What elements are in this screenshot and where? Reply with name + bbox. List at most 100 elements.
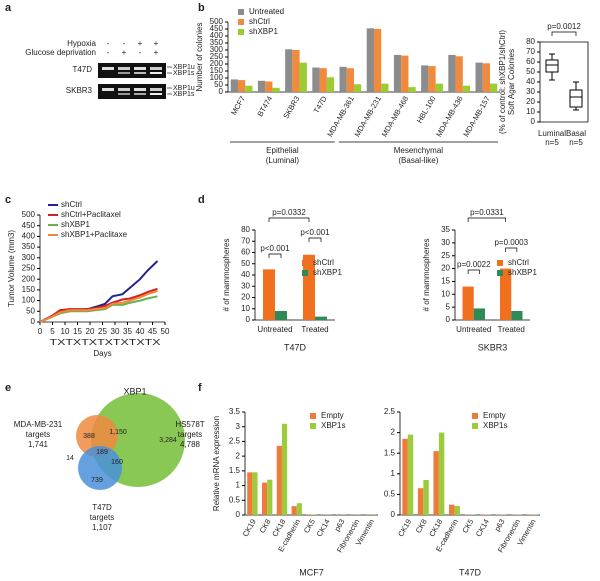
significance-bracket <box>268 253 282 258</box>
condition-sign: + <box>138 39 143 48</box>
y-tick-label: 0 <box>246 315 251 324</box>
x-tick-label: MDA-MB-436 <box>434 94 465 138</box>
legend-swatch <box>302 260 308 266</box>
significance-bracket <box>467 217 506 222</box>
legend-label: shCtrl <box>508 258 529 267</box>
bar <box>261 482 268 515</box>
gel-band <box>118 72 130 74</box>
gel-blot <box>98 63 166 78</box>
group-label: (Basal-like) <box>398 156 438 165</box>
y-tick-label: 30 <box>441 238 450 247</box>
x-tick-label: Luminal <box>538 129 566 138</box>
legend-swatch <box>302 270 308 276</box>
condition-sign: + <box>154 48 159 57</box>
y-tick-label: 350 <box>210 38 224 47</box>
bar <box>435 83 443 92</box>
bar <box>401 55 409 92</box>
condition-sign: + <box>154 39 159 48</box>
x-tick-label: CK5 <box>460 517 475 534</box>
y-tick-label: 30 <box>241 281 250 290</box>
bar <box>402 438 408 515</box>
x-tick-label: CK19 <box>396 517 413 538</box>
y-tick-label: 200 <box>22 274 36 283</box>
venn-set-label: targets <box>26 430 50 439</box>
venn-set-label: MDA-MB-231 <box>14 420 63 429</box>
gel-band <box>150 72 162 74</box>
legend-swatch <box>238 29 244 35</box>
group-label: Mesenchymal <box>394 146 444 155</box>
venn-title: XBP1 <box>123 386 146 396</box>
x-tick-label: CK19 <box>241 517 258 538</box>
x-tick-label: Treated <box>498 325 525 334</box>
legend-label: shXBP1+Paclitaxe <box>61 230 128 239</box>
bar <box>482 63 491 92</box>
bar <box>433 451 439 515</box>
y-tick-label: 2.5 <box>384 407 396 416</box>
y-tick-label: 0.5 <box>229 495 241 504</box>
bar <box>490 83 498 92</box>
legend-label: XBP1s <box>483 421 507 430</box>
y-tick-label: 500 <box>210 17 224 26</box>
y-tick-label: 40 <box>526 77 535 86</box>
legend-label: Untreated <box>249 7 284 16</box>
x-tick-label: BT474 <box>255 94 274 118</box>
y-tick-label: 400 <box>22 232 36 241</box>
bar <box>272 87 280 92</box>
condition-sign: - <box>107 48 110 57</box>
y-tick-label: 10 <box>526 107 535 116</box>
y-tick-label: 0 <box>531 117 536 126</box>
legend-swatch <box>310 423 316 429</box>
x-tick-label: 10 <box>61 327 70 336</box>
blot-label: SKBR3 <box>66 86 93 95</box>
bar <box>417 488 424 515</box>
x-tick-label: p63 <box>332 517 346 532</box>
y-tick-label: 2 <box>391 428 396 437</box>
x-tick-label: SKBR3 <box>281 94 301 120</box>
y-tick-label: 35 <box>441 225 450 234</box>
y-tick-label: 2 <box>236 451 241 460</box>
y-tick-label: 15 <box>441 277 450 286</box>
significance-bracket <box>551 31 577 36</box>
y-tick-label: 50 <box>26 306 35 315</box>
bar <box>237 80 246 92</box>
bar <box>263 269 275 320</box>
blot-label: T47D <box>72 65 92 74</box>
x-tick-label: MCF7 <box>229 94 247 116</box>
line <box>39 295 158 323</box>
legend-label: shCtrl <box>61 200 82 209</box>
x-tick-label: 50 <box>161 327 170 336</box>
bar <box>438 432 445 515</box>
x-tick-label: 45 <box>148 327 157 336</box>
bar <box>275 311 287 320</box>
legend-label: shXBP1 <box>313 268 342 277</box>
panel-label: d <box>198 194 205 206</box>
venn-set-label: 1,741 <box>28 440 49 449</box>
legend-swatch <box>238 19 244 25</box>
bar <box>462 85 471 92</box>
venn-set-label: 1,107 <box>92 523 113 532</box>
band-label: XBP1u <box>173 64 195 71</box>
bar <box>326 77 335 92</box>
y-tick-label: 3 <box>236 422 241 431</box>
y-tick-label: 50 <box>214 80 223 89</box>
venn-circle <box>78 446 122 490</box>
legend-swatch <box>472 423 478 429</box>
legend-swatch <box>310 413 316 419</box>
panel-label: f <box>198 382 202 394</box>
condition-sign: - <box>139 48 142 57</box>
x-tick-label: p63 <box>493 517 507 532</box>
y-tick-label: 0 <box>446 315 451 324</box>
y-tick-label: 20 <box>241 293 250 302</box>
venn-region-count: 388 <box>83 433 95 440</box>
condition-label: Glucose deprivation <box>25 48 96 57</box>
y-tick-label: 1.5 <box>229 466 241 475</box>
bar <box>257 80 266 92</box>
gel-band <box>134 67 146 70</box>
gel-band <box>102 67 114 70</box>
y-axis-label: Tumor Volume (mm3) <box>7 230 16 307</box>
bar <box>448 54 456 92</box>
y-tick-label: 40 <box>241 270 250 279</box>
bar <box>393 54 402 92</box>
bar <box>407 434 414 515</box>
bar <box>428 66 436 92</box>
